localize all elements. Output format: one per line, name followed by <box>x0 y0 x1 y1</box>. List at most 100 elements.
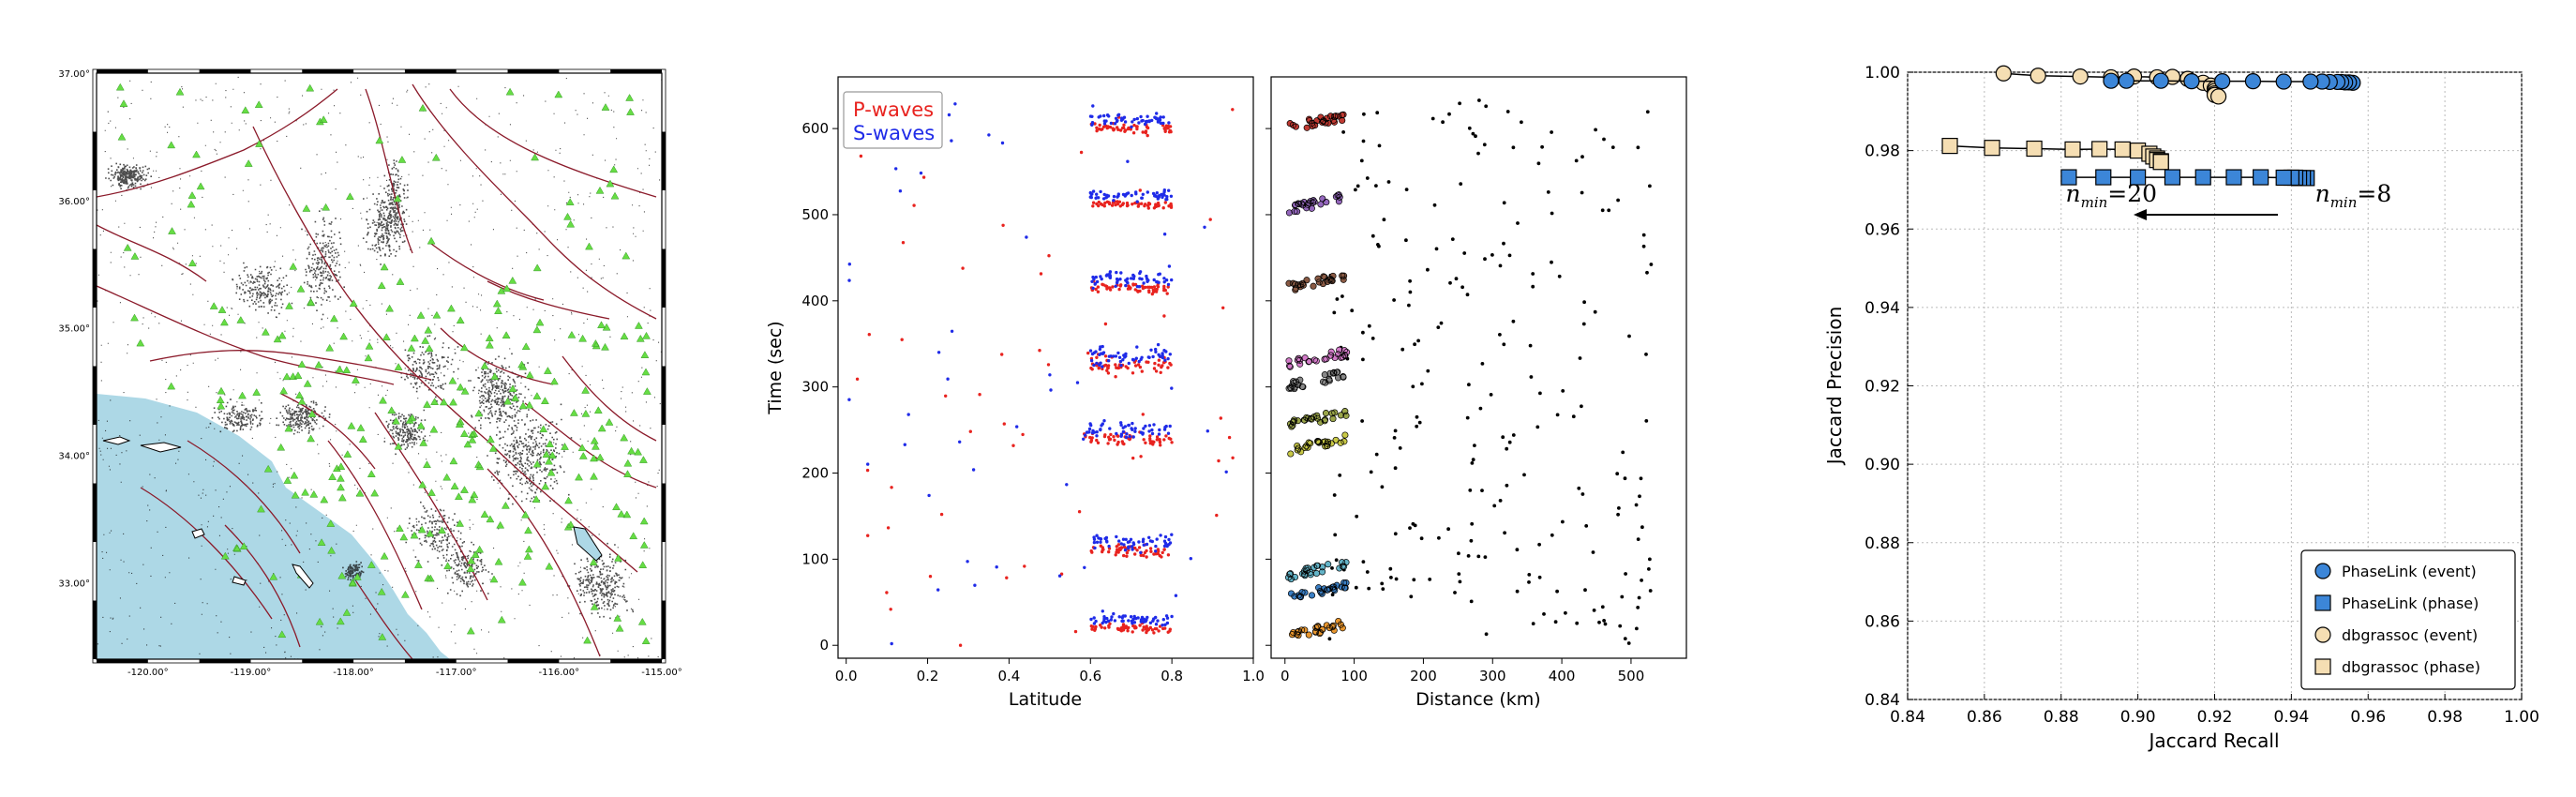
event-cluster-points <box>1284 559 1350 583</box>
lat-ytick-label: 400 <box>801 293 829 309</box>
fault-line <box>97 285 395 385</box>
dist-xlabel: Distance (km) <box>1415 689 1540 710</box>
latitude-time-panel: 0.0 0.2 0.4 0.6 0.8 1.0 0 100 200 300 400 500 600 P-… <box>765 76 1265 710</box>
pr-marker-square <box>2114 141 2131 158</box>
dist-xtick-label: 0 <box>1281 668 1290 684</box>
dist-xtick-label: 300 <box>1479 668 1506 684</box>
lat-xtick-label: 1.0 <box>1242 668 1265 684</box>
legend-label: PhaseLink (phase) <box>2342 594 2479 612</box>
fault-line <box>280 393 376 470</box>
seismicity-dots <box>97 76 662 659</box>
map-frame-segment <box>97 659 148 663</box>
map-frame-segment <box>610 659 662 663</box>
pr-marker-square <box>2194 169 2211 186</box>
map-lake <box>573 526 603 562</box>
map-stations <box>115 83 651 644</box>
pr-marker-circle <box>1995 65 2012 82</box>
event-cluster-points <box>1285 346 1351 370</box>
lat-legend: P-waves S-waves <box>843 91 943 149</box>
lat-ytick-label: 0 <box>819 637 829 654</box>
pr-marker-square <box>2091 141 2108 158</box>
lat-ytick-label: 300 <box>801 379 829 396</box>
pr-marker-square <box>2026 140 2043 158</box>
precision-recall-panel: 0.840.84 0.86 0.86 0.88 0.88 0.90 0.90 0.92 0.92… <box>1823 64 2539 752</box>
fault-line <box>252 126 638 573</box>
fault-line <box>374 412 488 601</box>
map-xtick-label: -119.00° <box>231 668 272 678</box>
pr-xlabel: Jaccard Recall <box>2148 729 2280 752</box>
event-cluster-points <box>1285 272 1348 293</box>
fault-line <box>440 327 554 385</box>
lat-ylabel: Time (sec) <box>765 321 786 414</box>
fault-line <box>562 355 657 442</box>
pr-marker-square <box>2164 169 2181 186</box>
map-panel: -120.00° -119.00° -118.00° -117.00° -116.00°… <box>58 68 682 678</box>
map-frame-segment <box>199 659 251 663</box>
pr-marker-circle <box>2302 73 2319 90</box>
event-cluster-points <box>1288 618 1346 639</box>
pr-marker-square <box>2130 169 2147 186</box>
map-frame-segment <box>199 69 251 73</box>
distance-time-panel: 0 100 200 300 400 500 Distance (km) <box>1266 76 1687 710</box>
map-island-3 <box>191 528 205 539</box>
map-frame-segment <box>662 131 666 190</box>
pr-xtick-label: 0.96 <box>2350 708 2386 727</box>
map-frame-segment <box>93 366 97 425</box>
pr-ytick-label: 0.86 <box>1865 612 1900 631</box>
event-cluster-points <box>1285 368 1347 393</box>
legend-marker-square <box>2314 594 2331 611</box>
map-frame-segment <box>93 131 97 190</box>
fault-line <box>430 243 545 301</box>
pr-marker-square <box>2253 169 2269 186</box>
fault-line <box>187 440 301 554</box>
pr-legend-box <box>2300 549 2516 690</box>
pr-marker-circle <box>2183 73 2200 90</box>
pr-marker-square <box>2060 169 2077 186</box>
pr-ytick-label: 0.88 <box>1865 534 1900 553</box>
dist-xtick-label: 400 <box>1549 668 1576 684</box>
dist-xtick-label: 100 <box>1340 668 1368 684</box>
pr-marker-circle <box>2244 73 2262 90</box>
fault-line <box>355 580 413 659</box>
map-island-5 <box>232 576 247 586</box>
map-ytick-label: 33.00° <box>58 579 90 589</box>
legend-marker-square <box>2314 658 2331 675</box>
dist-points <box>1284 98 1654 645</box>
map-island-4 <box>292 564 314 589</box>
station-triangles <box>115 83 651 644</box>
legend-label: dbgrassoc (phase) <box>2342 658 2480 676</box>
pr-xtick-label: 0.94 <box>2273 708 2309 727</box>
map-frame-segment <box>662 483 666 542</box>
map-frame-segment <box>662 366 666 425</box>
map-frame-segment <box>610 69 662 73</box>
fault-line <box>140 487 273 620</box>
pr-marker-square <box>2064 141 2081 158</box>
pr-legend: PhaseLink (event) PhaseLink (phase) dbgras… <box>2300 549 2516 690</box>
fault-line <box>487 468 601 657</box>
map-frame-segment <box>404 69 457 73</box>
n-min-annotation: nmin=20 <box>2066 180 2158 211</box>
map-xtick-label: -115.00° <box>641 668 682 678</box>
pr-marker-square <box>1941 138 1958 155</box>
map-frame-segment <box>93 483 97 542</box>
map-ocean <box>97 394 450 659</box>
lat-xtick-label: 0.8 <box>1161 668 1183 684</box>
map-frame-segment <box>507 659 560 663</box>
fault-line <box>487 280 610 320</box>
dist-xtick-label: 500 <box>1618 668 1645 684</box>
annotation-arrow-head <box>2134 209 2147 220</box>
pr-marker-circle <box>2029 68 2046 84</box>
map-frame-segment <box>662 600 666 659</box>
legend-p-waves: P-waves <box>853 98 934 121</box>
pr-marker-circle <box>2209 88 2227 105</box>
pr-xtick-label: 0.84 <box>1890 708 1925 727</box>
pr-axis-ticks: 0.840.84 0.86 0.86 0.88 0.88 0.90 0.90 0.92 0.92… <box>1865 64 2539 727</box>
map-seismicity <box>97 76 662 659</box>
map-ticks: -120.00° -119.00° -118.00° -117.00° -116.00°… <box>58 69 682 678</box>
map-island-1 <box>102 436 131 445</box>
lat-ytick-label: 200 <box>801 465 829 482</box>
pr-xtick-label: 0.88 <box>2044 708 2079 727</box>
lat-xlabel: Latitude <box>1009 689 1082 710</box>
event-cluster-points <box>1287 431 1349 458</box>
lat-xtick-label: 0.4 <box>997 668 1020 684</box>
